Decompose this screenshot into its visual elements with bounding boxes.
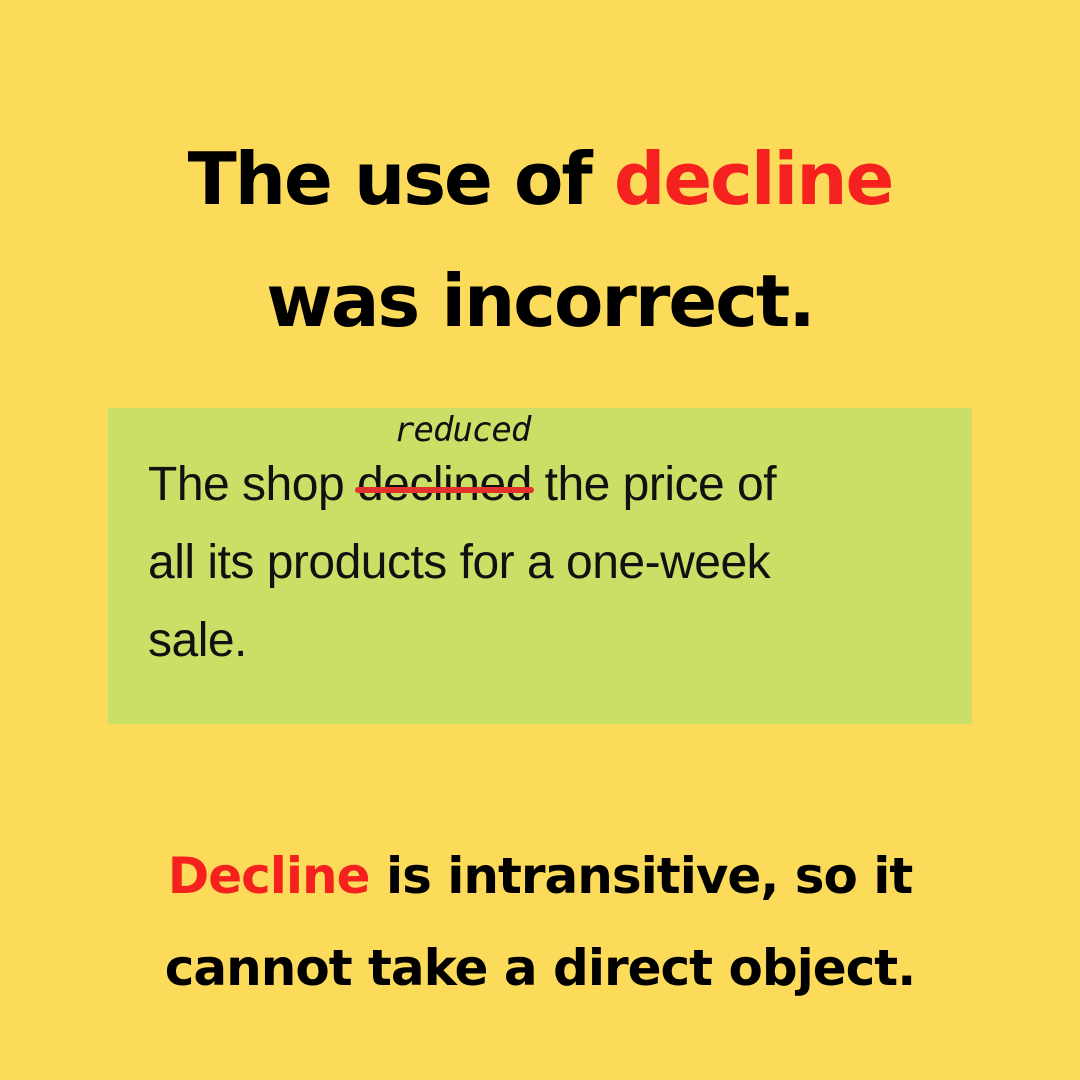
example-line-1: The shop declined the price of	[148, 446, 948, 524]
example-box	[108, 408, 972, 724]
explanation-rest-1: is intransitive, so it	[369, 847, 913, 905]
headline: The use of decline was incorrect.	[0, 118, 1080, 362]
headline-part-1: The use of	[187, 137, 614, 221]
explanation-line-1: Decline is intransitive, so it	[0, 830, 1080, 922]
headline-line-2: was incorrect.	[266, 259, 815, 343]
headline-line-1: The use of decline	[0, 118, 1080, 240]
example-sentence: The shop declined the price of all its p…	[148, 446, 948, 680]
struck-word-text: declined	[356, 458, 532, 511]
example-line-3: sale.	[148, 614, 247, 667]
explanation: Decline is intransitive, so it cannot ta…	[0, 830, 1080, 1014]
explanation-highlight-decline: Decline	[167, 847, 371, 905]
handwritten-correction: reduced	[394, 410, 531, 450]
example-before: The shop	[148, 458, 357, 511]
example-line-2: all its products for a one-week	[148, 536, 771, 589]
example-after: the price of	[531, 458, 777, 511]
struck-word: declined	[354, 446, 534, 524]
strikethrough-line	[354, 486, 534, 493]
headline-highlight-decline: decline	[613, 137, 894, 221]
explanation-line-2: cannot take a direct object.	[164, 939, 916, 997]
